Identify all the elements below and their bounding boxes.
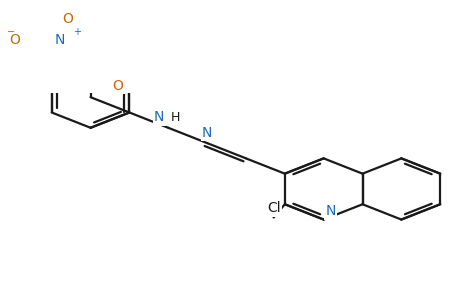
Text: N: N: [154, 110, 164, 124]
Text: N: N: [55, 33, 65, 47]
Text: O: O: [63, 11, 74, 26]
Text: N: N: [326, 204, 336, 218]
Text: O: O: [10, 33, 20, 47]
Text: H: H: [170, 111, 180, 124]
Text: −: −: [7, 27, 15, 37]
Text: Cl: Cl: [267, 201, 280, 216]
Text: N: N: [202, 126, 212, 140]
Text: O: O: [112, 78, 123, 93]
Text: +: +: [73, 27, 81, 37]
